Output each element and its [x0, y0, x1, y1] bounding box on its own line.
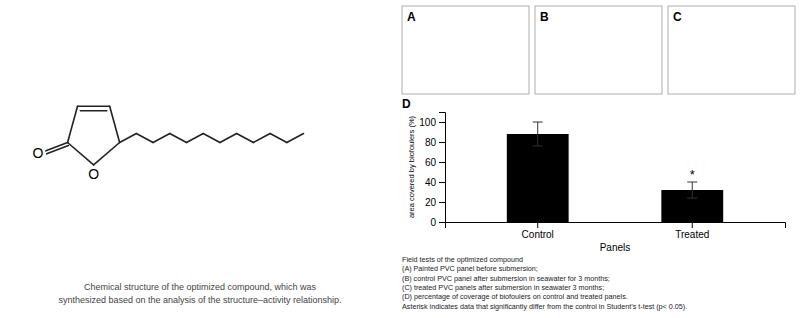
right-caption: (C) treated PVC panels after submersion … [402, 283, 604, 292]
x-axis-line [446, 223, 786, 229]
bond [270, 134, 287, 143]
y-tick-mark [439, 122, 445, 123]
x-tick: Treated [675, 222, 709, 240]
bond [287, 134, 304, 143]
photo-panel [402, 6, 529, 94]
panel-label: A [407, 10, 416, 24]
error-bar-cap [533, 122, 543, 123]
y-axis-title: area covered by biofoulers (%) [407, 115, 416, 218]
error-bar [687, 182, 697, 198]
panel-label: D [402, 97, 411, 111]
panel-label: B [540, 10, 549, 24]
right-caption: Asterisk indicates data that significant… [402, 302, 687, 311]
significance-marker: * [690, 167, 695, 182]
photo-panel [668, 6, 795, 94]
bond [47, 146, 69, 154]
bond [110, 106, 120, 142]
atom-label: O [32, 145, 43, 161]
y-tick-mark [439, 182, 445, 183]
y-tick-mark [439, 142, 445, 143]
bond [80, 110, 106, 112]
bond [68, 143, 94, 165]
y-tick: 20 [425, 197, 445, 208]
chemical-structure: OO [32, 106, 303, 181]
x-tick-mark [692, 222, 693, 228]
y-tick-mark [439, 202, 445, 203]
bond [78, 105, 110, 107]
bond [253, 134, 270, 143]
x-tick-label: Treated [675, 229, 709, 240]
bond [237, 134, 254, 143]
bond [170, 134, 187, 143]
bond [153, 134, 170, 143]
y-tick: 40 [425, 177, 445, 188]
error-bar-line [692, 182, 693, 198]
x-tick-label: Control [522, 229, 554, 240]
photo-panel [535, 6, 662, 94]
y-tick-label: 80 [425, 137, 437, 148]
bond [136, 134, 153, 143]
y-tick: 0 [430, 217, 445, 228]
left-caption: synthesized based on the analysis of the… [58, 295, 341, 305]
right-caption: (A) Painted PVC panel before submersion; [402, 264, 538, 273]
y-tick: 60 [425, 157, 445, 168]
figure: OOChemical structure of the optimized co… [0, 0, 800, 318]
plot-area [507, 122, 723, 222]
y-tick: 80 [425, 137, 445, 148]
x-axis-title: Panels [600, 242, 631, 253]
x-tick-mark [537, 222, 538, 228]
right-caption: Field tests of the optimized compound [402, 255, 523, 264]
x-tick: Control [522, 222, 554, 240]
right-caption: (B) control PVC panel after submersion i… [402, 274, 610, 283]
y-axis: 0 20 40 60 80 100 [419, 113, 445, 228]
bond [220, 134, 237, 143]
y-tick-label: 0 [430, 217, 436, 228]
y-tick-mark [439, 222, 445, 223]
bond [120, 134, 137, 143]
error-bar-cap [687, 198, 697, 199]
bond [203, 134, 220, 143]
y-axis-line [439, 113, 446, 223]
y-tick-mark [439, 162, 445, 163]
right-caption: (D) percentage of coverage of biofoulers… [402, 292, 628, 301]
bond [94, 143, 120, 165]
bond [68, 106, 78, 142]
y-tick-label: 100 [419, 117, 436, 128]
bond [187, 134, 204, 143]
y-tick: 100 [419, 117, 445, 128]
left-caption: Chemical structure of the optimized comp… [84, 282, 317, 292]
atom-label: O [88, 166, 99, 182]
y-tick-label: 60 [425, 157, 437, 168]
error-bar-line [537, 122, 538, 146]
x-axis: Control Treated [446, 222, 786, 240]
y-tick-label: 40 [425, 177, 437, 188]
error-bar [533, 122, 543, 146]
bar [507, 134, 569, 222]
panel-label: C [673, 10, 682, 24]
y-tick-label: 20 [425, 197, 437, 208]
error-bar-cap [533, 146, 543, 147]
